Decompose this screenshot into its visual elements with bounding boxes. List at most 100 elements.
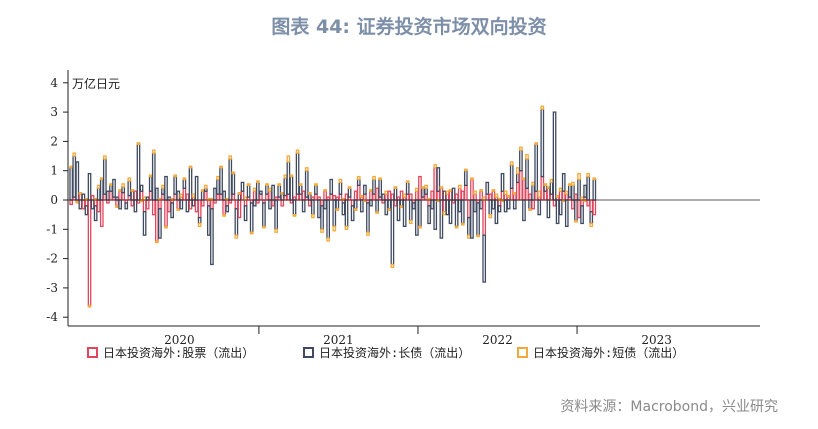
bar-series-1	[546, 187, 551, 201]
bar-series-3	[442, 211, 447, 216]
bar-series-1	[534, 190, 539, 201]
bar-series-3	[571, 181, 575, 186]
bar-series-3	[546, 186, 551, 189]
bar-series-3	[142, 196, 147, 201]
bar-series-2	[448, 199, 453, 225]
bar-series-3	[179, 193, 184, 198]
bar-series-1	[353, 190, 358, 201]
bar-series-1	[130, 199, 135, 207]
bar-series-2	[84, 205, 89, 216]
bar-series-1	[139, 190, 144, 201]
bar-series-2	[243, 205, 248, 222]
bar-series-1	[307, 199, 312, 207]
bar-series-3	[528, 208, 532, 211]
bar-series-1	[332, 194, 337, 201]
bar-series-1	[424, 193, 428, 201]
bar-series-2	[213, 187, 217, 201]
bar-series-1	[115, 199, 119, 207]
bar-series-1	[102, 193, 107, 201]
bar-series-2	[396, 199, 401, 222]
bar-series-3	[558, 187, 563, 192]
bar-series-3	[274, 228, 278, 233]
bar-series-2	[216, 178, 220, 195]
bar-series-2	[430, 199, 435, 210]
bar-series-1	[81, 199, 86, 210]
bar-series-1	[99, 199, 104, 228]
bar-series-2	[271, 184, 275, 201]
bar-series-3	[549, 178, 554, 184]
bar-series-3	[102, 155, 107, 160]
bar-series-3	[543, 183, 548, 187]
bar-series-3	[326, 237, 330, 242]
bar-series-2	[115, 196, 119, 201]
bar-series-3	[99, 177, 104, 181]
bar-series-2	[522, 199, 526, 222]
bar-series-2	[427, 205, 431, 225]
bar-series-1	[577, 199, 581, 219]
bar-series-1	[185, 193, 190, 201]
bar-series-3	[433, 164, 438, 169]
bar-series-3	[512, 192, 517, 195]
bar-series-2	[491, 199, 496, 210]
bar-series-2	[552, 111, 557, 201]
bar-series-1	[280, 199, 285, 207]
bar-series-2	[528, 199, 532, 210]
bar-series-1	[243, 199, 248, 207]
axes: -4 -3 -2 -1 0 1 2 3 4 万亿日元 2020 2021 2022 2023	[46, 70, 760, 347]
bar-series-1	[418, 175, 422, 201]
bar-series-3	[525, 153, 529, 160]
bar-series-3	[115, 205, 119, 208]
bar-series-3	[522, 177, 526, 181]
bar-series-2	[249, 202, 254, 233]
bar-series-2	[194, 175, 199, 201]
bar-series-3	[335, 208, 340, 211]
bar-series-1	[463, 184, 468, 201]
bar-series-2	[564, 199, 569, 228]
bar-series-3	[164, 225, 168, 229]
bar-series-3	[127, 177, 132, 182]
bar-series-2	[561, 172, 566, 192]
bar-series-2	[369, 199, 373, 207]
bar-series-2	[393, 187, 398, 201]
bar-series-3	[289, 174, 294, 178]
bar-series-2	[555, 199, 560, 225]
bar-series-2	[338, 181, 343, 195]
bar-series-2	[418, 199, 422, 228]
bar-series-3	[228, 155, 233, 160]
bar-series-3	[197, 222, 202, 228]
bar-series-1	[231, 193, 236, 201]
y-tick-label: -1	[46, 222, 58, 236]
bar-series-3	[87, 304, 92, 308]
bar-series-2	[506, 199, 511, 210]
bar-series-2	[240, 181, 245, 192]
bar-series-1	[549, 193, 554, 201]
bar-series-3	[580, 196, 584, 201]
bar-series-1	[500, 190, 505, 201]
bar-series-1	[445, 193, 450, 201]
bar-series-2	[482, 234, 487, 283]
bar-series-2	[154, 187, 159, 201]
bar-series-2	[534, 143, 539, 192]
bar-series-1	[384, 193, 389, 201]
bar-series-2	[537, 199, 542, 216]
bar-series-1	[439, 187, 444, 201]
bar-series-1	[158, 199, 162, 210]
bar-series-1	[473, 193, 477, 201]
bar-series-1	[188, 199, 193, 210]
legend-label: 日本投资海外:股票（流出）	[103, 345, 254, 360]
bar-series-3	[283, 174, 288, 179]
bar-series-1	[442, 199, 447, 213]
bar-series-3	[148, 174, 153, 178]
bar-series-1	[372, 193, 376, 201]
bar-series-1	[176, 199, 181, 210]
bar-series-3	[347, 186, 352, 189]
bar-series-3	[359, 194, 364, 198]
bar-series-3	[424, 184, 428, 189]
bar-series-1	[369, 190, 373, 201]
bar-series-2	[497, 205, 502, 213]
bar-series-3	[203, 184, 208, 189]
bar-series-1	[509, 187, 514, 201]
bar-series-3	[555, 194, 560, 198]
bar-series-1	[237, 199, 242, 219]
bar-series-1	[240, 190, 245, 201]
